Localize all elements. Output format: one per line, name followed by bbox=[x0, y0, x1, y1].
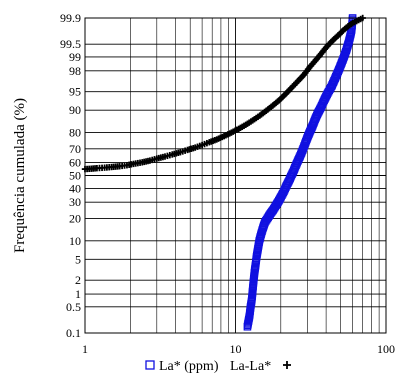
x-tick-labels: 1 10 100 bbox=[82, 342, 395, 356]
y-tick-label: 70 bbox=[69, 142, 81, 156]
y-tick-label: 2 bbox=[75, 273, 81, 287]
series-layer bbox=[81, 14, 366, 331]
y-tick-label: 95 bbox=[69, 85, 81, 99]
y-tick-label: 30 bbox=[69, 195, 81, 209]
y-tick-label: 60 bbox=[69, 156, 81, 170]
legend-plus-marker-icon bbox=[283, 361, 291, 369]
y-axis-label: Frequência cumulada (%) bbox=[12, 98, 28, 253]
plot-frame bbox=[84, 17, 387, 334]
legend-label-la-la: La-La* bbox=[230, 359, 271, 374]
y-tick-label: 0.5 bbox=[66, 300, 81, 314]
y-tick-label: 80 bbox=[69, 126, 81, 140]
legend-label-la-ppm: La* (ppm) bbox=[159, 359, 219, 374]
x-tick-label: 10 bbox=[230, 342, 242, 356]
series-la-la bbox=[81, 14, 366, 173]
y-tick-label: 99.9 bbox=[60, 11, 81, 25]
y-tick-label: 99 bbox=[69, 50, 81, 64]
y-tick-label: 0.1 bbox=[66, 326, 81, 340]
x-tick-label: 100 bbox=[377, 342, 395, 356]
y-tick-label: 20 bbox=[69, 211, 81, 225]
y-tick-label: 50 bbox=[69, 169, 81, 183]
y-tick-label: 1 bbox=[75, 287, 81, 301]
y-tick-label: 10 bbox=[69, 234, 81, 248]
legend-square-marker-icon bbox=[145, 360, 155, 370]
y-tick-label: 5 bbox=[75, 252, 81, 266]
legend: La* (ppm) La-La* bbox=[145, 359, 291, 374]
y-tick-label: 98 bbox=[69, 64, 81, 78]
y-tick-label: 99.5 bbox=[60, 37, 81, 51]
series-la-ppm bbox=[243, 14, 357, 331]
y-tick-label: 40 bbox=[69, 181, 81, 195]
x-tick-label: 1 bbox=[82, 342, 88, 356]
y-tick-label: 90 bbox=[69, 103, 81, 117]
